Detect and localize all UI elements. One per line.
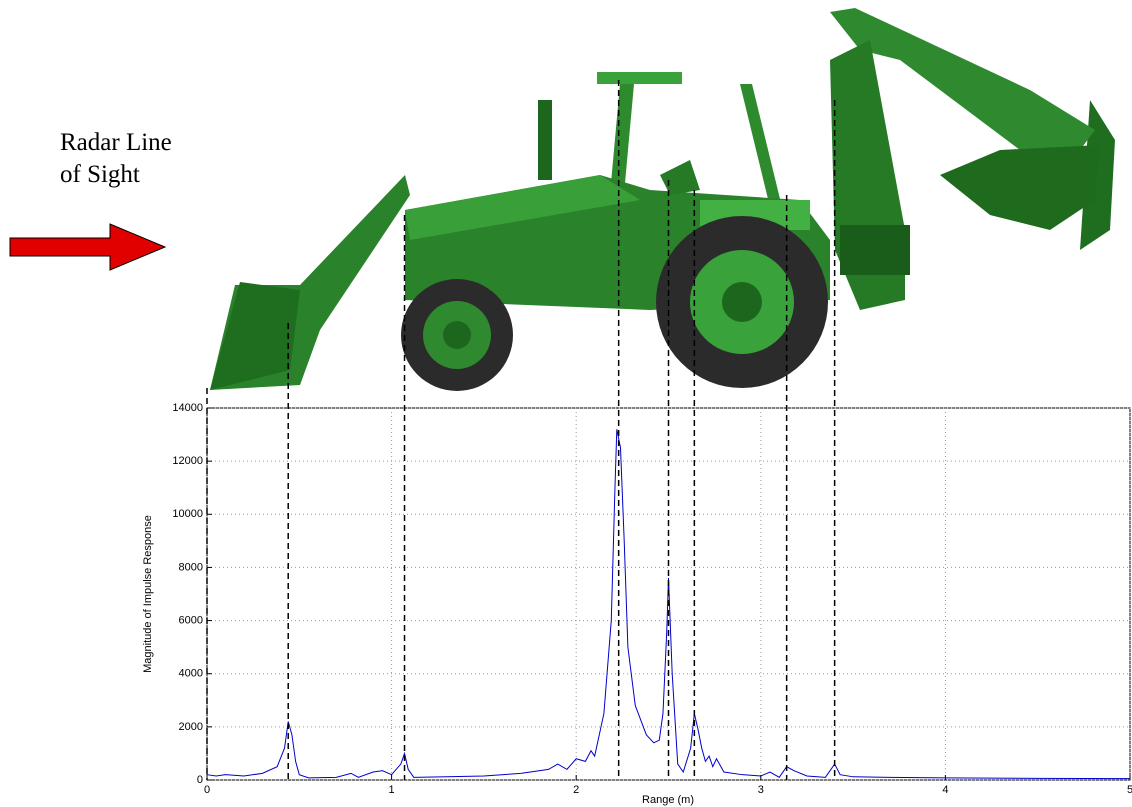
data-line (206, 429, 1131, 780)
x-tick-label: 3 (758, 784, 764, 796)
x-tick-label: 5 (1127, 784, 1132, 796)
backhoe-illustration (210, 8, 1115, 391)
y-tick-label: 4000 (179, 668, 203, 680)
y-tick-label: 8000 (179, 561, 203, 573)
x-tick-label: 2 (573, 784, 579, 796)
y-axis-label: Magnitude of Impulse Response (142, 515, 154, 673)
y-tick-label: 10000 (172, 508, 203, 520)
y-tick-label: 12000 (172, 455, 203, 467)
x-tick-label: 1 (389, 784, 395, 796)
radar-arrow (9, 223, 167, 271)
x-axis-label: Range (m) (642, 794, 694, 806)
y-tick-label: 14000 (172, 402, 203, 414)
annotation: Radar Line (60, 129, 172, 156)
y-tick-label: 0 (197, 774, 203, 786)
y-tick-label: 2000 (179, 721, 203, 733)
x-tick-label: 0 (204, 784, 210, 796)
x-tick-label: 4 (942, 784, 948, 796)
annotation: of Sight (60, 161, 140, 188)
y-tick-label: 6000 (179, 614, 203, 626)
